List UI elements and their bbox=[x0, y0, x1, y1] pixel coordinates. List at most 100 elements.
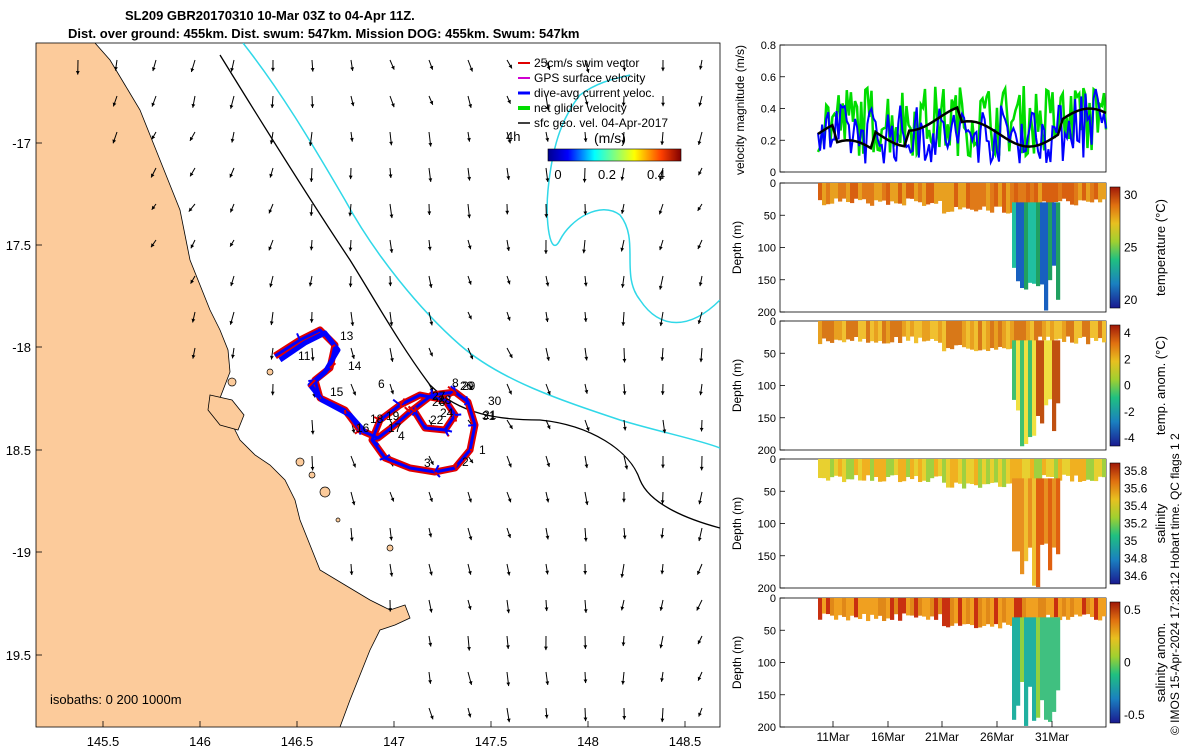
depth-tick-label: 50 bbox=[764, 486, 776, 498]
day-label: 8 bbox=[452, 376, 459, 390]
heat-cell bbox=[854, 598, 859, 618]
heat-cell bbox=[1010, 183, 1015, 213]
heat-cell bbox=[1022, 183, 1027, 213]
section-salinity: 0 50 100 150 200 Depth (m) 35.8 35.6 35.4 35.2 35 3… bbox=[730, 454, 1168, 595]
heat-cell bbox=[1030, 459, 1035, 486]
heat-cell bbox=[854, 459, 859, 476]
flow-arrowhead bbox=[506, 280, 511, 285]
flow-arrowhead bbox=[584, 101, 589, 106]
depth-tick-label: 200 bbox=[758, 583, 776, 595]
heat-cell bbox=[862, 459, 867, 481]
heat-cell bbox=[858, 459, 863, 481]
flow-arrowhead bbox=[151, 205, 156, 210]
flow-arrowhead bbox=[114, 66, 118, 71]
heat-cell-deep bbox=[1032, 340, 1037, 436]
flow-arrowhead bbox=[467, 605, 472, 610]
flow-arrowhead bbox=[390, 358, 394, 362]
flow-arrowhead bbox=[661, 67, 665, 72]
isobath-200m bbox=[219, 54, 720, 529]
flow-arrowhead bbox=[468, 680, 473, 685]
heat-cell bbox=[858, 183, 863, 201]
heat-cell bbox=[1094, 459, 1099, 482]
flow-arrowhead bbox=[620, 247, 625, 252]
heat-cell-deep bbox=[1016, 202, 1021, 282]
heat-cell bbox=[862, 598, 867, 614]
heat-cell bbox=[1054, 459, 1059, 480]
heat-cell bbox=[1014, 183, 1019, 212]
flow-arrowhead bbox=[469, 355, 474, 360]
flow-arrowhead bbox=[467, 137, 471, 142]
heat-cell bbox=[1062, 321, 1067, 342]
heat-cell-deep bbox=[1012, 617, 1017, 720]
heat-cell bbox=[926, 321, 931, 341]
depth-tick-label: 150 bbox=[758, 690, 776, 702]
temp_anom-clabel: temp. anom. (°C) bbox=[1153, 336, 1168, 435]
heat-cell bbox=[1046, 321, 1051, 337]
salinity-cbar-tick: 35 bbox=[1124, 534, 1138, 548]
heat-cell bbox=[1042, 598, 1047, 618]
heat-cell bbox=[970, 459, 975, 485]
heat-cell bbox=[878, 459, 883, 482]
flow-arrowhead bbox=[428, 284, 433, 288]
heat-cell bbox=[1002, 183, 1007, 213]
lon-tick-label: 148 bbox=[577, 734, 599, 749]
heat-cell-deep bbox=[1044, 617, 1049, 720]
flow-arrowhead bbox=[545, 137, 550, 142]
lon-tick-label: 145.5 bbox=[87, 734, 120, 749]
flow-arrowhead bbox=[508, 354, 513, 359]
flow-arrowhead bbox=[308, 282, 313, 287]
day-label: 28 bbox=[438, 393, 452, 407]
heat-cell-deep bbox=[1040, 617, 1045, 701]
heat-cell bbox=[1082, 321, 1087, 337]
flow-arrowhead bbox=[697, 320, 702, 324]
track-vector bbox=[468, 424, 476, 427]
heat-cell bbox=[954, 321, 959, 346]
flow-arrowhead bbox=[583, 645, 588, 649]
flow-arrowhead bbox=[391, 65, 395, 70]
heat-cell bbox=[910, 321, 915, 337]
heat-cell bbox=[886, 598, 891, 619]
heat-cell bbox=[834, 321, 839, 340]
flow-arrowhead bbox=[545, 681, 550, 685]
flow-arrowhead bbox=[468, 570, 472, 575]
temp_anom-cbar-tick: -2 bbox=[1124, 405, 1135, 419]
temperature-cbar-tick: 25 bbox=[1124, 241, 1138, 255]
flow-arrowhead bbox=[467, 245, 472, 250]
heat-cell bbox=[830, 459, 835, 478]
small-islands bbox=[227, 368, 394, 552]
flow-arrowhead bbox=[545, 498, 550, 503]
heat-cell bbox=[970, 598, 975, 626]
heat-cell bbox=[890, 598, 895, 620]
heat-cell bbox=[962, 598, 967, 625]
heat-cell bbox=[1026, 321, 1031, 346]
surface-velocity-arrows bbox=[75, 59, 704, 723]
flow-arrowhead bbox=[546, 463, 551, 467]
heat-cell bbox=[1014, 598, 1019, 627]
heat-cell bbox=[970, 321, 975, 350]
heat-cell bbox=[966, 459, 971, 484]
heat-cell bbox=[1082, 459, 1087, 481]
heat-cell bbox=[826, 183, 831, 205]
flow-arrowhead bbox=[547, 390, 551, 395]
glider-track bbox=[273, 326, 479, 478]
heat-cell bbox=[942, 459, 947, 483]
heat-cell-deep bbox=[1020, 340, 1025, 447]
heat-cell bbox=[882, 598, 887, 622]
flow-arrowhead bbox=[389, 572, 394, 577]
heat-cell bbox=[934, 183, 939, 204]
depth-tick-label: 100 bbox=[758, 658, 776, 670]
heat-cell bbox=[918, 321, 923, 338]
track-vector bbox=[329, 362, 337, 369]
heat-cell bbox=[894, 459, 899, 476]
heat-cell-deep bbox=[1024, 617, 1029, 726]
temperature-cbar-tick: 30 bbox=[1124, 188, 1138, 202]
depth-tick-label: 150 bbox=[758, 275, 776, 287]
depth-tick-label: 0 bbox=[770, 178, 776, 190]
heat-cell bbox=[982, 183, 987, 207]
flow-arrowhead bbox=[190, 68, 195, 73]
heat-cell-deep bbox=[1044, 202, 1049, 311]
temp_anom-cbar-tick: -4 bbox=[1124, 431, 1135, 445]
heat-cell bbox=[926, 459, 931, 482]
heat-cell bbox=[818, 459, 823, 479]
flow-arrowhead bbox=[545, 570, 550, 575]
